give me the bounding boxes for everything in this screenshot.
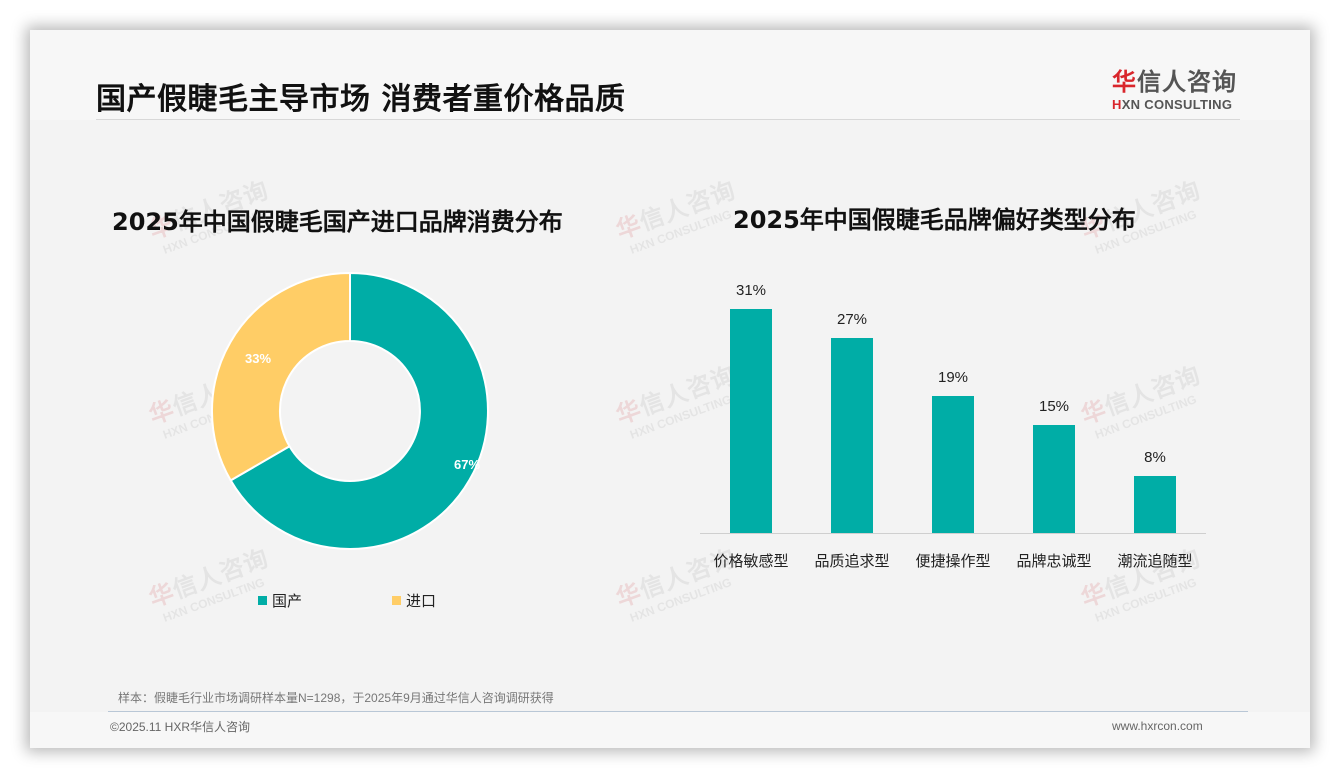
bar-chart: 31% 价格敏感型 27% 品质追求型 19% 便捷操作型 15% 品牌忠诚型 … (700, 280, 1206, 570)
legend-swatch-yellow-icon (392, 596, 401, 605)
bar-value: 15% (1038, 398, 1070, 415)
bar-brand-loyal[interactable] (1033, 425, 1075, 533)
bar-category: 潮流追随型 (1117, 553, 1193, 570)
sample-note: 样本：假睫毛行业市场调研样本量N=1298，于2025年9月通过华信人咨询调研获… (118, 691, 554, 705)
bar-value: 19% (937, 369, 969, 386)
slide: 国产假睫毛主导市场 消费者重价格品质 华信人咨询 HXN CONSULTING … (30, 30, 1310, 748)
donut-slice-domestic[interactable] (229, 271, 489, 550)
bar-category: 品质追求型 (814, 553, 890, 570)
legend-swatch-teal-icon (258, 596, 267, 605)
bar-value: 27% (836, 311, 868, 328)
bar-quality-seeking[interactable] (831, 338, 873, 533)
footer-band (30, 712, 1310, 748)
logo-cn-accent: 华 (1112, 68, 1137, 96)
legend-label: 进口 (406, 593, 437, 610)
donut-chart: 33% 67% (211, 271, 489, 550)
title-divider (96, 119, 1240, 120)
legend-item-imported: 进口 (392, 590, 436, 611)
copyright: ©2025.11 HXR华信人咨询 (110, 720, 250, 734)
donut-svg (211, 271, 489, 550)
bar-category: 品牌忠诚型 (1016, 553, 1092, 570)
logo-english: HXN CONSULTING (1112, 97, 1242, 112)
logo-cn-rest: 信人咨询 (1137, 68, 1237, 96)
page-title: 国产假睫毛主导市场 消费者重价格品质 (96, 82, 626, 117)
logo-en-accent: H (1112, 97, 1122, 112)
donut-chart-title: 2025年中国假睫毛国产进口品牌消费分布 (112, 208, 563, 236)
legend-item-domestic: 国产 (258, 590, 302, 611)
logo-en-rest: XN CONSULTING (1121, 97, 1233, 112)
donut-label-imported: 33% (245, 351, 272, 366)
donut-label-domestic: 67% (454, 457, 481, 472)
logo-chinese: 华信人咨询 (1112, 62, 1242, 97)
bar-value: 31% (735, 282, 767, 299)
website-link[interactable]: www.hxrcon.com (1112, 719, 1203, 733)
header-band (30, 30, 1310, 120)
donut-slice-imported[interactable] (211, 271, 351, 482)
bar-chart-title: 2025年中国假睫毛品牌偏好类型分布 (733, 206, 1136, 234)
bar-category: 便捷操作型 (915, 553, 991, 570)
footer-divider (108, 711, 1248, 712)
bar-price-sensitive[interactable] (730, 309, 772, 533)
legend-label: 国产 (272, 593, 303, 610)
brand-logo: 华信人咨询 HXN CONSULTING (1112, 62, 1242, 112)
x-axis-line (700, 533, 1206, 534)
bar-value: 8% (1144, 449, 1166, 466)
bar-category: 价格敏感型 (713, 553, 789, 570)
bar-trend-follower[interactable] (1134, 476, 1176, 533)
bar-convenience[interactable] (932, 396, 974, 533)
